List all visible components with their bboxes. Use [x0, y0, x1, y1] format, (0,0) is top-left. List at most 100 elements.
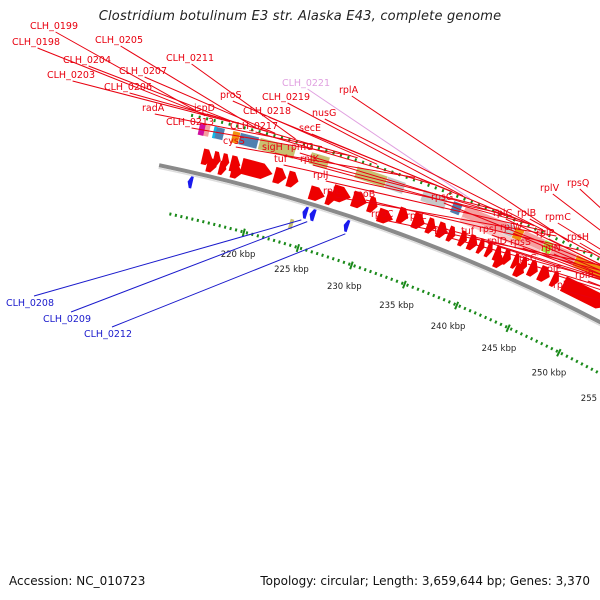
minor-tick [455, 194, 459, 198]
gene-label-rpln: rplN [541, 243, 561, 254]
gene-arrow-forward [559, 276, 600, 309]
minor-tick [245, 231, 249, 235]
minor-tick [550, 346, 554, 351]
minor-tick [590, 367, 594, 372]
minor-tick [406, 283, 409, 287]
minor-tick [294, 245, 298, 249]
minor-tick [229, 226, 232, 231]
minor-tick [437, 295, 441, 300]
minor-tick [212, 222, 216, 227]
label-leader-line [512, 232, 600, 271]
label-leader-line [283, 164, 511, 216]
minor-tick [363, 267, 367, 272]
minor-tick [379, 273, 383, 278]
gene-label-cyss: cysS [223, 136, 245, 147]
minor-tick [427, 183, 430, 187]
label-leader-line [552, 193, 600, 231]
minor-tick [434, 186, 438, 190]
gene-label-sigh: sigH [262, 142, 283, 153]
minor-tick [228, 122, 231, 126]
minor-tick [235, 124, 239, 128]
kbp-tick-label: 240 kbp [431, 322, 466, 332]
minor-tick [223, 225, 227, 229]
minor-tick [272, 238, 276, 243]
gene-label-sece: secE [299, 123, 321, 134]
gene-label-rplr: rplR [575, 270, 595, 281]
minor-tick [570, 356, 574, 361]
minor-tick [337, 258, 341, 263]
minor-tick [499, 322, 503, 327]
minor-tick [169, 212, 172, 216]
label-leader-line [111, 233, 346, 328]
gene-label-clh_0209: CLH_0209 [43, 314, 91, 325]
gene-arrow-forward [375, 207, 393, 224]
minor-tick [478, 313, 482, 317]
gene-label-clh_0205: CLH_0205 [95, 35, 143, 46]
major-tick [241, 228, 246, 237]
gene-arrow-forward [229, 163, 243, 179]
gene-label-rpsh: rpsH [567, 232, 589, 243]
label-leader-line [307, 88, 471, 200]
minor-tick [441, 188, 445, 193]
gene-arrow-forward [239, 158, 273, 180]
gene-arrow-forward [330, 184, 351, 203]
label-leader-line [548, 238, 600, 265]
label-leader-line [351, 95, 570, 243]
gene-arrow-reverse [309, 209, 317, 222]
minor-tick [331, 257, 335, 261]
label-leader-line [312, 164, 532, 225]
minor-tick [595, 370, 599, 374]
minor-tick [310, 144, 313, 148]
kbp-tick-label: 235 kbp [379, 301, 414, 311]
label-leader-line [505, 218, 600, 265]
label-leader-line [70, 221, 308, 313]
gene-block-khaki [287, 218, 295, 230]
minor-tick [411, 285, 415, 290]
label-leader-line [499, 246, 600, 281]
label-leader-line [443, 202, 600, 267]
gene-labels: CLH_0199 CLH_0198 CLH_0205 CLH_0204 CLH_0203… [6, 21, 595, 340]
minor-tick [589, 253, 593, 258]
gene-arrow-forward [492, 253, 504, 269]
feature-band-segment [257, 137, 297, 160]
minor-tick [535, 339, 539, 343]
gene-arrow-forward [205, 157, 217, 173]
minor-tick [196, 218, 200, 223]
gene-label-clh_0213: CLH_0213 [166, 117, 214, 128]
minor-tick [267, 237, 271, 241]
genome-summary-text: Topology: circular; Length: 3,659,644 bp… [260, 574, 590, 588]
minor-tick [555, 349, 559, 353]
label-leader-line [88, 65, 238, 125]
label-leader-line [274, 152, 499, 211]
accession-text: Accession: NC_010723 [9, 574, 146, 588]
kbp-tick-label: 245 kbp [482, 344, 517, 354]
minor-tick [273, 133, 276, 138]
minor-tick [545, 344, 549, 348]
minor-tick [218, 224, 222, 228]
minor-tick [369, 269, 372, 274]
gene-arrow-forward [285, 170, 299, 188]
feature-band-segment [419, 189, 449, 210]
minor-tick [198, 115, 201, 119]
gene-label-rplk: rplK [300, 154, 320, 165]
label-leader-line [555, 274, 600, 290]
gene-label-rada: radA [142, 103, 165, 114]
gene-label-ispd: ispD [194, 103, 215, 114]
gene-arrow-reverse [343, 219, 351, 233]
major-tick [402, 280, 407, 289]
minor-tick [317, 146, 321, 151]
minor-tick [416, 287, 420, 292]
minor-tick [504, 324, 508, 329]
backbone [158, 163, 600, 327]
minor-tick [400, 281, 404, 285]
gene-label-rpld: rplD [487, 236, 507, 247]
major-tick [295, 243, 301, 253]
minor-tick [514, 329, 518, 334]
minor-tick [374, 271, 378, 276]
minor-tick [174, 213, 178, 218]
gene-arrows [187, 148, 600, 309]
gene-arrow-forward [217, 160, 227, 176]
minor-tick [250, 128, 254, 132]
kbp-tick-label: 220 kbp [221, 250, 256, 260]
